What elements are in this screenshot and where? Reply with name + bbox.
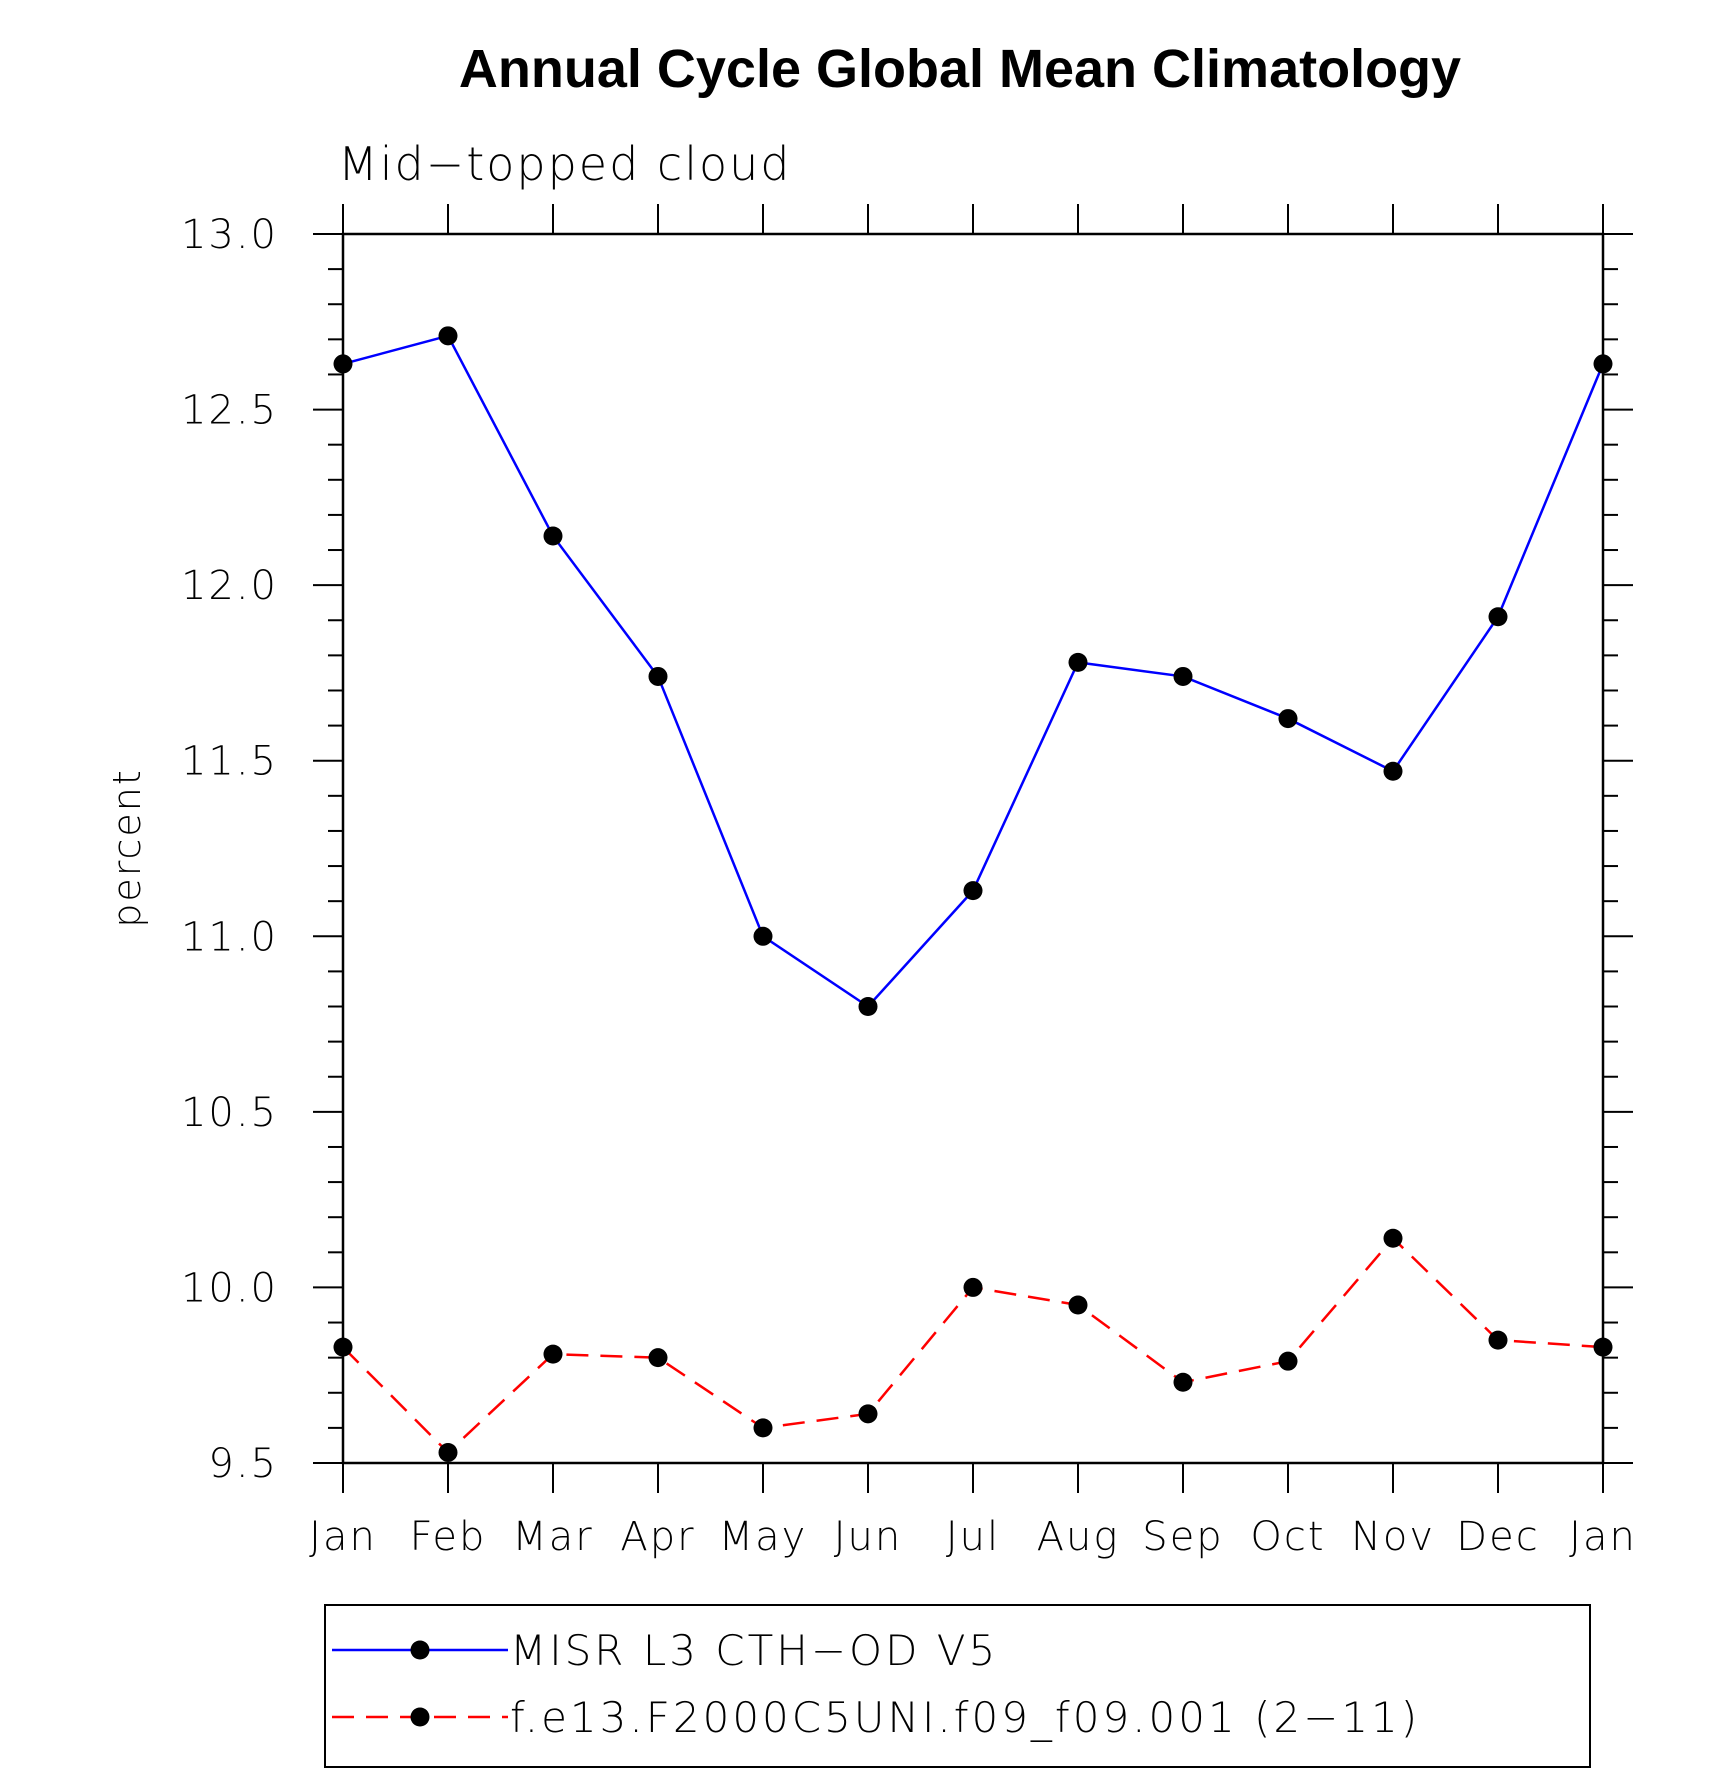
legend-marker bbox=[410, 1707, 430, 1727]
x-tick-label: Dec bbox=[1456, 1514, 1539, 1560]
x-tick-label: Jan bbox=[1569, 1514, 1637, 1560]
series-1 bbox=[333, 326, 1613, 1017]
data-point bbox=[963, 1277, 983, 1297]
y-axis-ticks: 9.5 10.0 10.5 11.0 11.5 12.0 12.5 13.0 bbox=[181, 212, 1633, 1487]
data-point bbox=[858, 1404, 878, 1424]
legend-label: f.e13.F2000C5UNI.f09_f09.001 (2−11) bbox=[510, 1693, 1420, 1742]
legend-box bbox=[324, 1604, 1591, 1768]
data-point bbox=[1278, 709, 1298, 729]
data-point bbox=[753, 1418, 773, 1438]
data-point bbox=[648, 666, 668, 686]
legend-label: MISR L3 CTH−OD V5 bbox=[510, 1626, 998, 1675]
data-point bbox=[858, 997, 878, 1017]
x-tick-label: Jun bbox=[834, 1514, 903, 1560]
data-point bbox=[648, 1348, 668, 1368]
x-tick-label: Mar bbox=[512, 1514, 593, 1560]
data-point bbox=[1488, 1330, 1508, 1350]
data-point bbox=[1173, 666, 1193, 686]
y-tick-label: 10.0 bbox=[181, 1265, 278, 1311]
data-point bbox=[543, 526, 563, 546]
x-tick-label: Oct bbox=[1250, 1514, 1325, 1560]
x-tick-label: Apr bbox=[620, 1514, 695, 1560]
series-2 bbox=[333, 1228, 1613, 1462]
data-point bbox=[333, 1337, 353, 1357]
chart-title: Annual Cycle Global Mean Climatology bbox=[459, 39, 1461, 99]
data-point bbox=[543, 1344, 563, 1364]
data-point bbox=[1278, 1351, 1298, 1371]
y-axis-label: percent bbox=[105, 768, 149, 928]
x-axis-ticks: Jan Feb Mar Apr May Jun Jul Aug Sep Oct Nov Dec Jan bbox=[309, 204, 1637, 1560]
legend-marker bbox=[410, 1640, 430, 1660]
data-point bbox=[1488, 607, 1508, 627]
y-tick-label: 11.5 bbox=[181, 739, 278, 785]
x-tick-label: Sep bbox=[1142, 1514, 1223, 1560]
x-tick-label: Jul bbox=[946, 1514, 1000, 1560]
chart-subtitle: Mid−topped cloud bbox=[338, 137, 791, 191]
data-point bbox=[1593, 1337, 1613, 1357]
data-point bbox=[753, 926, 773, 946]
x-tick-label: Jan bbox=[309, 1514, 377, 1560]
data-point bbox=[438, 1442, 458, 1462]
series-layer bbox=[333, 326, 1613, 1462]
data-point bbox=[1383, 1228, 1403, 1248]
legend-item-2: f.e13.F2000C5UNI.f09_f09.001 (2−11) bbox=[332, 1693, 1420, 1742]
series-line bbox=[342, 1236, 1604, 1455]
legend: MISR L3 CTH−OD V5 f.e13.F2000C5UNI.f09_f0… bbox=[324, 1604, 1591, 1768]
x-tick-label: Nov bbox=[1351, 1514, 1435, 1560]
y-tick-label: 11.0 bbox=[181, 914, 278, 960]
data-point bbox=[1068, 652, 1088, 672]
x-tick-label: Feb bbox=[410, 1514, 487, 1560]
data-point bbox=[1383, 761, 1403, 781]
series-line bbox=[342, 334, 1605, 1009]
data-point bbox=[963, 881, 983, 901]
data-point bbox=[438, 326, 458, 346]
data-point bbox=[1068, 1295, 1088, 1315]
data-point bbox=[1173, 1372, 1193, 1392]
x-tick-label: May bbox=[719, 1514, 808, 1560]
y-tick-label: 9.5 bbox=[208, 1441, 278, 1487]
data-point bbox=[1593, 354, 1613, 374]
y-tick-label: 12.5 bbox=[181, 388, 278, 434]
legend-item-1: MISR L3 CTH−OD V5 bbox=[332, 1626, 998, 1675]
x-tick-label: Aug bbox=[1037, 1514, 1120, 1560]
y-tick-label: 12.0 bbox=[181, 563, 278, 609]
data-point bbox=[333, 354, 353, 374]
y-tick-label: 10.5 bbox=[181, 1090, 278, 1136]
y-tick-label: 13.0 bbox=[181, 212, 278, 258]
